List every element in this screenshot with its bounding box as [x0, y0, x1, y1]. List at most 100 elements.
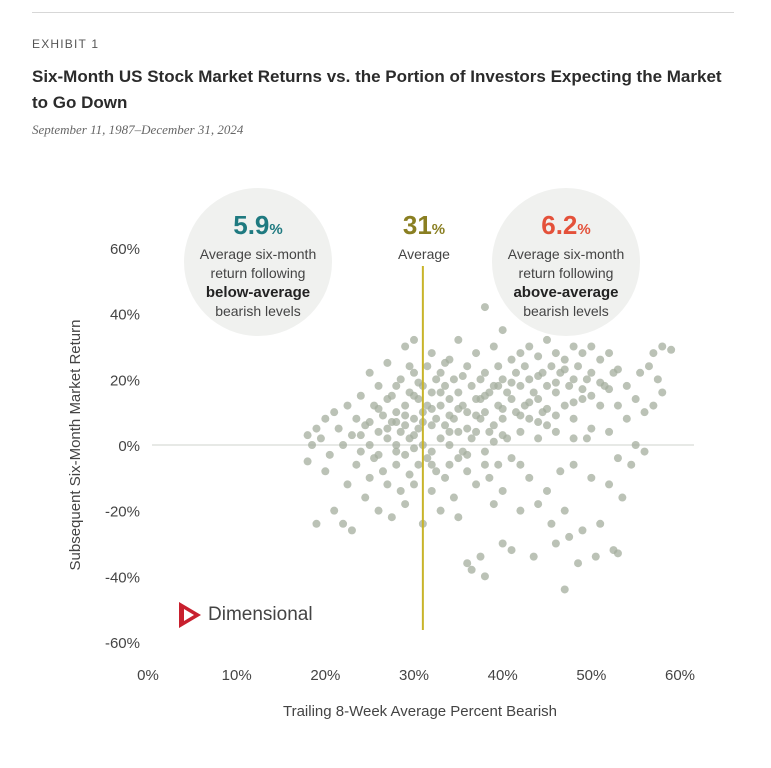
data-point	[503, 388, 512, 397]
data-point	[361, 493, 370, 502]
data-point	[525, 398, 534, 407]
left-annotation-line3: below-average	[205, 284, 311, 301]
data-point	[392, 447, 401, 456]
data-point	[378, 411, 387, 420]
data-point	[543, 335, 551, 344]
data-point	[352, 414, 361, 423]
data-point	[463, 362, 472, 371]
data-point	[534, 434, 543, 443]
data-point	[658, 388, 667, 397]
data-point	[520, 362, 529, 371]
data-point	[569, 434, 578, 443]
x-tick-label: 60%	[665, 667, 695, 684]
data-point	[498, 414, 507, 423]
data-point	[489, 437, 498, 446]
data-point	[507, 378, 516, 387]
data-point	[445, 411, 454, 420]
data-point	[383, 434, 392, 443]
data-point	[578, 385, 587, 394]
data-point	[591, 552, 600, 561]
data-point	[587, 391, 596, 400]
data-point	[534, 500, 543, 509]
data-point	[543, 381, 551, 390]
middle-annotation-value-line: 31%	[384, 210, 464, 245]
middle-annotation-label: Average	[398, 246, 450, 262]
data-point	[330, 506, 339, 515]
data-point	[356, 447, 365, 456]
data-point	[494, 362, 503, 371]
data-point	[543, 421, 551, 430]
x-axis-label: Trailing 8-Week Average Percent Bearish	[283, 703, 557, 720]
data-point	[498, 486, 507, 495]
scatter-points	[303, 303, 676, 594]
data-point	[587, 368, 596, 377]
right-annotation-line3: above-average	[513, 284, 619, 301]
data-point	[498, 326, 507, 335]
data-point	[494, 381, 503, 390]
data-point	[507, 395, 516, 404]
data-point	[649, 401, 658, 410]
data-point	[587, 342, 596, 351]
top-rule	[32, 12, 734, 13]
data-point	[383, 358, 392, 367]
data-point	[454, 513, 463, 522]
data-point	[441, 473, 450, 482]
dimensional-logo-text: Dimensional	[208, 604, 313, 625]
data-point	[467, 434, 476, 443]
data-point	[454, 388, 463, 397]
data-point	[334, 424, 343, 433]
data-point	[534, 352, 543, 361]
data-point	[613, 365, 622, 374]
data-point	[525, 473, 534, 482]
y-tick-label: 40%	[110, 307, 140, 324]
data-point	[498, 431, 507, 440]
data-point	[489, 500, 498, 509]
data-point	[445, 460, 454, 469]
data-point	[441, 381, 450, 390]
data-point	[498, 375, 507, 384]
data-point	[569, 375, 578, 384]
data-point	[516, 349, 525, 358]
data-point	[432, 375, 441, 384]
data-point	[321, 467, 330, 476]
data-point	[613, 454, 622, 463]
data-point	[480, 460, 489, 469]
data-point	[410, 391, 418, 400]
data-point	[316, 434, 325, 443]
data-point	[547, 362, 556, 371]
data-point	[551, 388, 560, 397]
data-point	[605, 480, 614, 489]
data-point	[303, 431, 312, 440]
data-point	[427, 460, 436, 469]
data-point	[410, 335, 418, 344]
data-point	[529, 552, 538, 561]
data-point	[569, 398, 578, 407]
data-point	[343, 401, 352, 410]
data-point	[472, 411, 481, 420]
data-point	[343, 480, 352, 489]
data-point	[339, 519, 348, 528]
data-point	[392, 418, 401, 427]
data-point	[658, 342, 667, 351]
data-point	[414, 424, 423, 433]
right-annotation-value: 6.2	[541, 210, 578, 240]
y-tick-label: 60%	[110, 241, 140, 258]
data-point	[472, 427, 481, 436]
data-point	[480, 447, 489, 456]
data-point	[423, 362, 432, 371]
data-point	[613, 549, 622, 558]
data-point	[436, 388, 445, 397]
data-point	[480, 572, 489, 581]
x-tick-label: 20%	[310, 667, 340, 684]
data-point	[383, 424, 392, 433]
left-annotation-line4: bearish levels	[215, 303, 301, 319]
data-point	[427, 447, 436, 456]
left-annotation-line2: return following	[210, 265, 306, 281]
data-point	[560, 365, 569, 374]
data-point	[445, 427, 454, 436]
y-axis-label: Subsequent Six-Month Market Return	[67, 320, 84, 571]
data-point	[640, 408, 649, 417]
data-point	[410, 414, 418, 423]
data-point	[396, 427, 405, 436]
